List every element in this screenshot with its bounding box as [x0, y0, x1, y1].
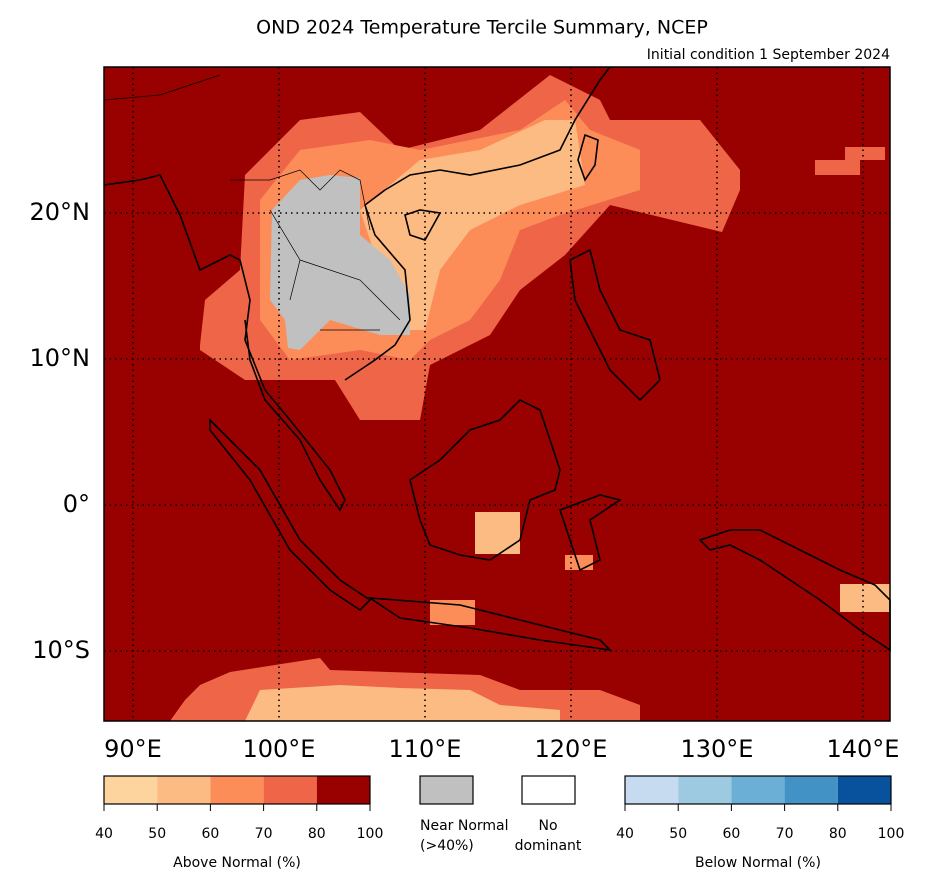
lat-label: 10°S: [32, 636, 90, 664]
lon-label: 110°E: [389, 735, 462, 763]
colorbar-cell: [104, 776, 158, 804]
legend: 40 50 60 70 80 100 Above Normal (%) 40 50 60 70 80 1…: [95, 775, 905, 871]
colorbar-tick-label: 40: [616, 826, 634, 842]
colorbar-tick-label: 60: [722, 826, 740, 842]
subtitle: Initial condition 1 September 2024: [647, 47, 890, 63]
coastline: [569, 248, 661, 402]
anomaly-patch: [475, 512, 520, 554]
colorbar-cell: [263, 776, 317, 804]
lon-label: 120°E: [535, 735, 608, 763]
colorbar-tick-label: 80: [829, 826, 847, 842]
colorbar-tick-label: 40: [95, 826, 113, 842]
anomaly-patch: [245, 685, 560, 721]
colorbar-frame: [103, 775, 371, 805]
legend-label: No: [538, 818, 557, 834]
coastline: [209, 418, 372, 612]
colorbar-frame: [624, 775, 892, 805]
legend-swatch: [419, 775, 474, 805]
legend-swatch: [521, 775, 576, 805]
legend-label: (>40%): [420, 838, 474, 854]
legend-label: dominant: [515, 838, 582, 854]
anomaly-patch: [840, 584, 890, 612]
near-normal-patch: [270, 175, 410, 350]
map-frame: [103, 66, 891, 722]
colorbar-cell: [210, 776, 264, 804]
coastlines: [103, 66, 891, 652]
colorbar-cell: [678, 776, 732, 804]
title: OND 2024 Temperature Tercile Summary, NC…: [256, 17, 708, 39]
coastline: [404, 209, 442, 241]
legend-label: Near Normal: [420, 818, 509, 834]
anomaly-patch: [815, 147, 885, 175]
lon-label: 140°E: [827, 735, 900, 763]
lon-label: 100°E: [243, 735, 316, 763]
colorbar-cell: [316, 776, 370, 804]
coastline: [698, 529, 891, 652]
lon-label: 90°E: [104, 735, 162, 763]
colorbar-tick-label: 80: [308, 826, 326, 842]
colorbar-tick-label: 50: [148, 826, 166, 842]
border: [103, 74, 401, 331]
colorbar-cell: [625, 776, 679, 804]
anomaly-patch: [360, 120, 585, 330]
coastline: [409, 399, 561, 561]
coastline: [344, 66, 611, 381]
colorbar-cell: [157, 776, 211, 804]
colorbar-tick-label: 50: [669, 826, 687, 842]
coastline: [577, 133, 599, 182]
colorbar-tick-label: 70: [776, 826, 794, 842]
lon-label: 130°E: [681, 735, 754, 763]
colorbar-label: Below Normal (%): [695, 855, 821, 871]
colorbar-tick-label: 60: [201, 826, 219, 842]
colorbar-tick-label: 70: [255, 826, 273, 842]
coastline: [558, 494, 622, 572]
colorbar-cell: [837, 776, 891, 804]
colorbar-label: Above Normal (%): [173, 855, 301, 871]
lat-label: 0°: [63, 490, 90, 518]
colorbar-cell: [784, 776, 838, 804]
coastline: [367, 596, 613, 652]
coastline: [103, 174, 346, 512]
graticule: [104, 67, 890, 721]
colorbar-tick-label: 100: [357, 826, 384, 842]
lat-label: 10°N: [30, 344, 91, 372]
map: [103, 66, 891, 722]
lat-label: 20°N: [30, 198, 91, 226]
colorbar-tick-label: 100: [878, 826, 905, 842]
colorbar-cell: [731, 776, 785, 804]
